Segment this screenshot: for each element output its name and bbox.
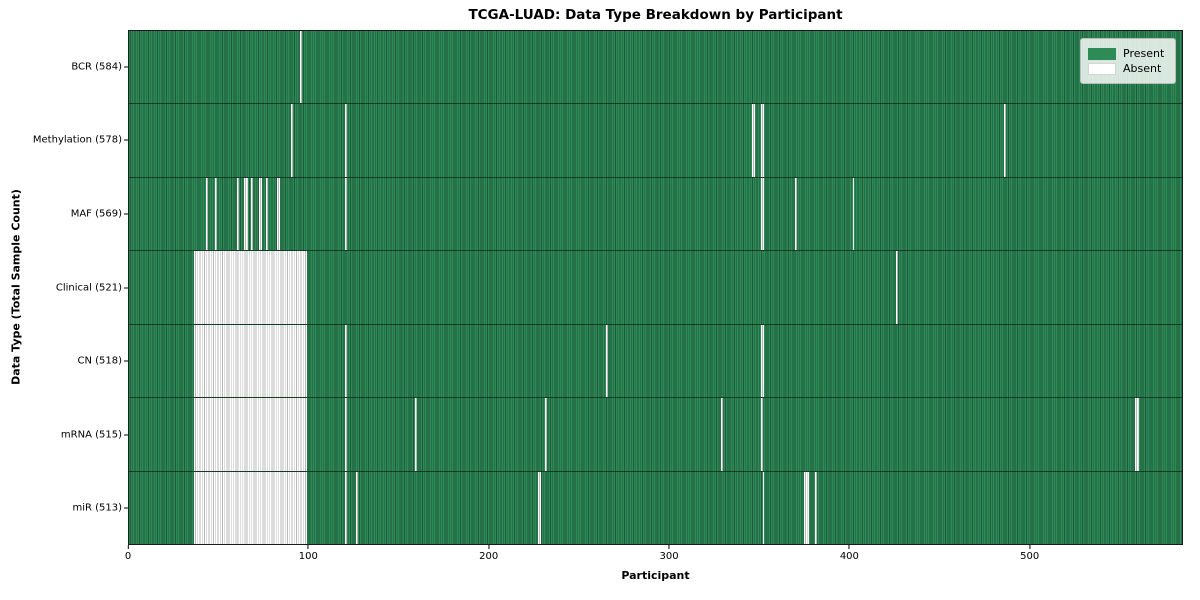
absent-stripe [895,251,898,324]
absent-stripe [814,471,817,544]
x-tick-mark [307,545,309,549]
y-tick-label: BCR (584) [71,61,122,73]
plot-area [128,30,1183,545]
y-tick-mark [124,66,128,68]
absent-stripe [760,324,765,398]
x-tick-mark [488,545,490,549]
heatmap-row-clinical [129,251,1182,325]
absent-stripe [193,324,308,398]
y-tick-mark [124,434,128,436]
y-tick-label: miR (513) [72,502,122,514]
y-tick-label: CN (518) [77,355,122,367]
y-tick-mark [124,360,128,362]
legend-label-absent: Absent [1123,62,1162,75]
x-tick-mark [1029,545,1031,549]
absent-stripe [606,324,608,398]
absent-stripe [760,104,765,177]
absent-swatch-icon [1088,62,1116,75]
y-tick-mark [124,287,128,288]
absent-stripe [762,471,765,544]
absent-stripe [193,471,308,544]
absent-stripe [345,324,347,398]
heatmap-row-mrna [129,398,1182,472]
x-tick-mark [848,545,850,549]
x-tick-label: 100 [298,551,318,562]
absent-stripe [215,177,218,251]
y-tick-mark [124,139,128,141]
absent-stripe [345,471,347,544]
y-tick-label: mRNA (515) [60,429,122,441]
y-tick-label: Methylation (578) [32,134,122,146]
x-tick-label: 500 [1020,551,1040,562]
x-axis-ticks: 0 100 200 300 400 500 [125,545,1183,567]
x-tick-mark [127,545,129,549]
absent-stripe [193,251,308,324]
absent-stripe [537,471,542,544]
x-tick-mark [668,545,670,549]
absent-stripe [276,177,281,251]
x-tick: 0 [125,545,131,562]
absent-stripe [265,177,268,251]
x-tick: 400 [840,545,859,562]
heatmap-row-cn [129,324,1182,399]
absent-stripe [795,177,797,251]
x-tick-label: 0 [124,551,132,562]
absent-stripe [355,471,358,544]
x-tick-label: 400 [839,551,859,562]
y-axis-ticks: BCR (584) Methylation (578) MAF (569) Clini… [0,30,128,545]
absent-stripe [291,104,293,177]
absent-stripe [206,177,209,251]
legend: Present Absent [1080,38,1176,84]
absent-stripe [345,398,347,471]
absent-stripe [345,177,347,251]
absent-stripe [760,398,763,471]
y-tick-label: MAF (569) [70,208,122,220]
absent-stripe [193,398,308,471]
y-tick-label: Clinical (521) [55,282,122,293]
legend-entry-present: Present [1088,47,1167,60]
heatmap-row-mir [129,471,1182,544]
absent-stripe [1003,104,1006,177]
present-swatch-icon [1088,47,1116,60]
absent-stripe [721,398,723,471]
x-tick-label: 200 [479,551,499,562]
x-tick: 100 [299,545,318,562]
y-tick-mark [124,507,128,509]
heatmap-row-bcr [129,31,1182,105]
absent-stripe [345,104,347,177]
x-tick: 300 [659,545,679,562]
absent-stripe [258,177,263,251]
chart-title: TCGA-LUAD: Data Type Breakdown by Partic… [468,7,843,23]
absent-stripe [300,31,302,104]
heatmap-row-maf [129,177,1182,252]
absent-stripe [251,177,254,251]
heatmap-row-methylation [129,104,1182,178]
x-tick-label: 300 [659,551,679,562]
y-tick-mark [124,213,128,215]
legend-label-present: Present [1123,47,1165,60]
x-axis-label: Participant [621,569,690,582]
absent-stripe [544,398,547,471]
absent-stripe [804,471,810,544]
absent-stripe [751,104,756,177]
x-tick: 200 [479,545,498,562]
absent-stripe [760,177,765,251]
absent-stripe [1135,398,1139,471]
absent-stripe [244,177,248,251]
x-tick: 500 [1020,545,1039,562]
absent-stripe [237,177,239,251]
absent-stripe [415,398,417,471]
legend-entry-absent: Absent [1088,62,1167,75]
absent-stripe [852,177,855,251]
